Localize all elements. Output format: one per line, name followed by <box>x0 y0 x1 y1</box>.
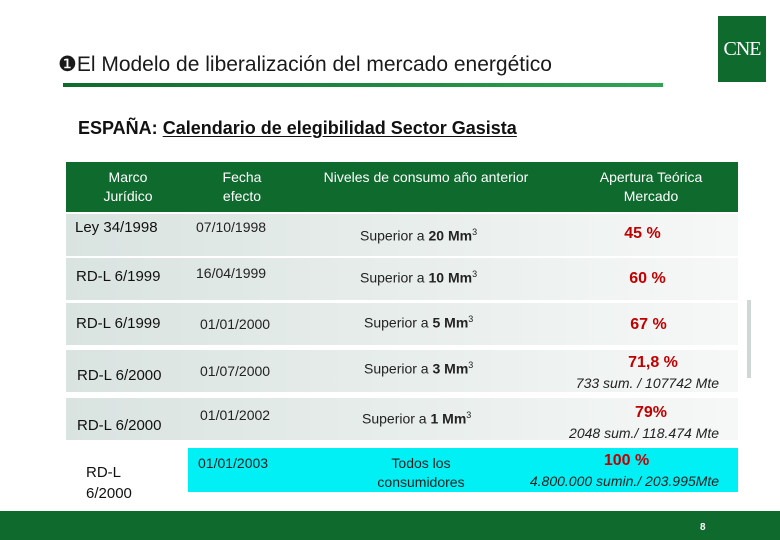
column-header-fecha: Fecha efecto <box>222 169 262 204</box>
table-row <box>66 303 738 345</box>
footer-bar <box>0 511 780 540</box>
subtitle-link: Calendario de elegibilidad Sector Gasist… <box>162 118 517 138</box>
nivel-cell: Superior a 3 Mm3 <box>364 360 474 377</box>
column-header-apertura: Apertura Teórica Mercado <box>599 169 703 204</box>
marco-cell: Ley 34/1998 <box>75 219 158 236</box>
apertura-percent: 67 % <box>630 316 667 333</box>
column-header-marco: Marco Jurídico <box>103 169 153 204</box>
fecha-cell: 01/01/2002 <box>200 407 271 423</box>
marco-cell: RD-L 6/2000 <box>86 464 132 502</box>
marco-cell: RD-L 6/1999 <box>76 268 161 285</box>
title-underline <box>63 83 663 87</box>
apertura-percent: 60 % <box>629 270 666 287</box>
table-row-highlight <box>188 448 738 492</box>
fecha-cell: 01/01/2000 <box>200 316 271 332</box>
nivel-cell: Superior a 10 Mm3 <box>360 269 478 286</box>
table-right-edge <box>747 300 751 378</box>
table-row <box>66 214 738 256</box>
cne-logo: CNE <box>718 16 766 82</box>
marco-cell: RD-L 6/2000 <box>77 367 162 384</box>
title-bullet: ❶ <box>58 53 77 76</box>
table-header: Marco Jurídico Fecha efecto Niveles de c… <box>66 162 738 212</box>
apertura-percent: 45 % <box>624 225 661 242</box>
apertura-detail: 733 sum. / 107742 Mte <box>575 375 719 391</box>
apertura-percent: 100 % <box>603 452 650 469</box>
fecha-cell: 16/04/1999 <box>196 265 267 281</box>
nivel-cell: Superior a 5 Mm3 <box>364 314 474 331</box>
section-subtitle: ESPAÑA: Calendario de elegibilidad Secto… <box>78 118 517 139</box>
fecha-cell: 07/10/1998 <box>196 219 267 235</box>
column-header-niveles: Niveles de consumo año anterior <box>323 169 529 185</box>
nivel-cell: Todos los consumidores <box>377 455 465 490</box>
apertura-detail: 4.800.000 sumin./ 203.995Mte <box>529 473 719 489</box>
table-row <box>66 398 738 440</box>
marco-cell: RD-L 6/1999 <box>76 315 161 332</box>
apertura-detail: 2048 sum./ 118.474 Mte <box>569 425 719 441</box>
marco-cell: RD-L 6/2000 <box>77 417 162 434</box>
table-row <box>66 350 738 392</box>
apertura-percent: 71,8 % <box>628 354 678 371</box>
fecha-cell: 01/07/2000 <box>200 363 271 379</box>
table-row <box>66 258 738 300</box>
nivel-cell: Superior a 20 Mm3 <box>360 227 478 244</box>
page-number: 8 <box>700 522 706 533</box>
page-title: ❶El Modelo de liberalización del mercado… <box>58 52 552 77</box>
title-text: El Modelo de liberalización del mercado … <box>76 53 552 76</box>
apertura-percent: 79% <box>634 404 668 421</box>
subtitle-prefix: ESPAÑA: <box>78 118 158 138</box>
fecha-cell: 01/01/2003 <box>198 455 269 471</box>
nivel-cell: Superior a 1 Mm3 <box>362 410 472 427</box>
